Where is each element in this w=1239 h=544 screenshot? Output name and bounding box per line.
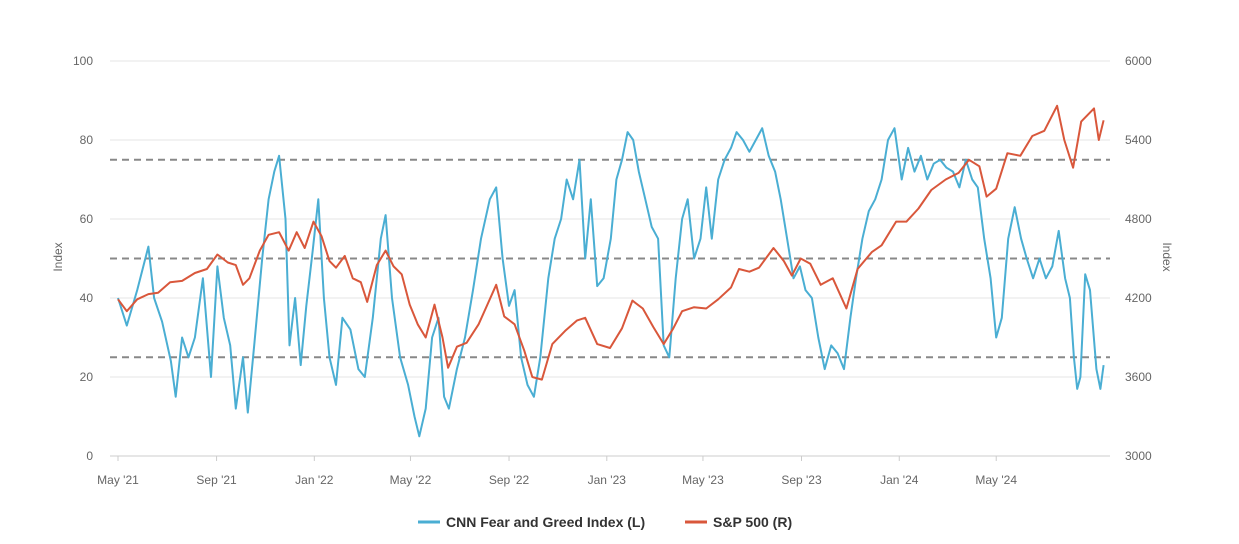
y-left-tick-label: 80 (80, 133, 94, 147)
y-axis-right-title: Index (1160, 242, 1174, 271)
reference-lines (110, 158, 1110, 359)
legend: CNN Fear and Greed Index (L) S&P 500 (R) (418, 514, 792, 530)
y-right-tick-label: 3000 (1125, 449, 1152, 463)
y-right-tick-label: 5400 (1125, 133, 1152, 147)
y-left-tick-label: 100 (73, 54, 93, 68)
x-tick-label: Sep '22 (489, 473, 530, 487)
legend-label-fear-greed: CNN Fear and Greed Index (L) (446, 514, 645, 530)
series-lines (117, 104, 1105, 438)
x-tick-label: May '23 (682, 473, 724, 487)
y-right-tick-label: 6000 (1125, 54, 1152, 68)
x-tick-label: May '24 (975, 473, 1017, 487)
x-tick-label: Jan '24 (880, 473, 919, 487)
y-right-tick-label: 4200 (1125, 291, 1152, 305)
legend-label-sp500: S&P 500 (R) (713, 514, 792, 530)
y-left-tick-label: 0 (86, 449, 93, 463)
series-line-sp500 (117, 104, 1105, 381)
x-tick-label: Sep '21 (196, 473, 237, 487)
series-line-fear-greed (117, 127, 1105, 438)
y-left-tick-label: 20 (80, 370, 94, 384)
x-tick-label: May '22 (390, 473, 432, 487)
y-left-tick-label: 40 (80, 291, 94, 305)
x-tick-label: Jan '22 (295, 473, 334, 487)
gridlines (110, 60, 1110, 457)
y-axis-left-title: Index (51, 242, 65, 271)
x-tick-label: Jan '23 (588, 473, 627, 487)
axis-ticks: 0 20 40 60 80 100 3000 3600 4200 4800 5400 6000 May … (73, 54, 1152, 487)
y-left-tick-label: 60 (80, 212, 94, 226)
y-right-tick-label: 4800 (1125, 212, 1152, 226)
x-tick-label: Sep '23 (781, 473, 822, 487)
y-right-tick-label: 3600 (1125, 370, 1152, 384)
x-tick-label: May '21 (97, 473, 139, 487)
